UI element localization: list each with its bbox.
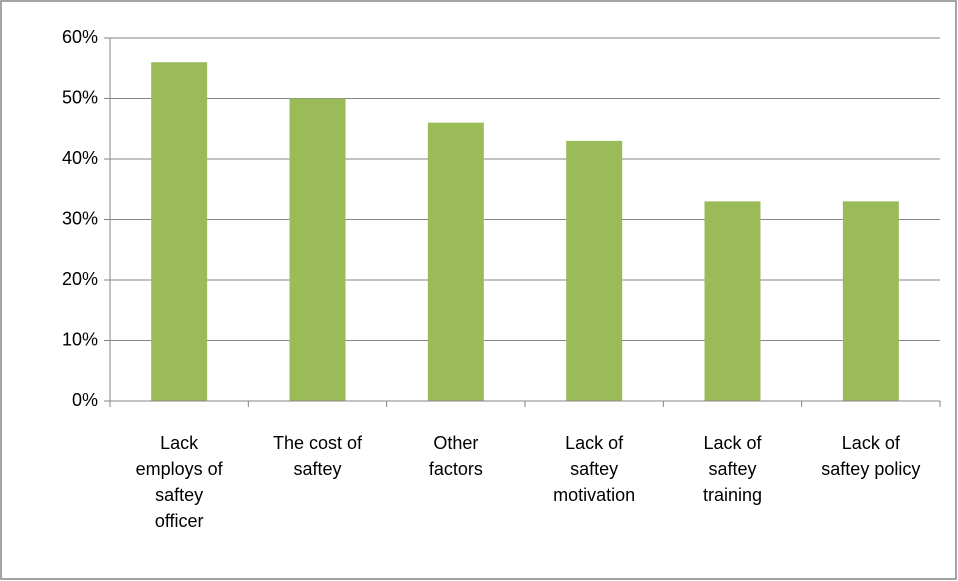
x-tick-label: Other factors	[429, 433, 483, 479]
y-tick-label: 10%	[62, 329, 98, 349]
y-tick-label: 0%	[72, 390, 98, 410]
y-tick-label: 60%	[62, 27, 98, 47]
x-tick-label: Lack of saftey training	[703, 433, 763, 505]
y-tick-label: 20%	[62, 269, 98, 289]
y-tick-label: 40%	[62, 148, 98, 168]
y-tick-label: 50%	[62, 87, 98, 107]
bar	[566, 140, 623, 401]
bar	[151, 62, 208, 401]
bar	[427, 122, 484, 401]
x-tick-label: Lack employs of saftey officer	[136, 433, 224, 531]
x-tick-label: Lack of saftey motivation	[553, 433, 635, 505]
x-tick-label: The cost of saftey	[273, 433, 363, 479]
bar	[842, 201, 899, 401]
x-tick-label: Lack of saftey policy	[821, 433, 920, 479]
y-tick-label: 30%	[62, 208, 98, 228]
bar	[289, 98, 346, 401]
bar	[704, 201, 761, 401]
